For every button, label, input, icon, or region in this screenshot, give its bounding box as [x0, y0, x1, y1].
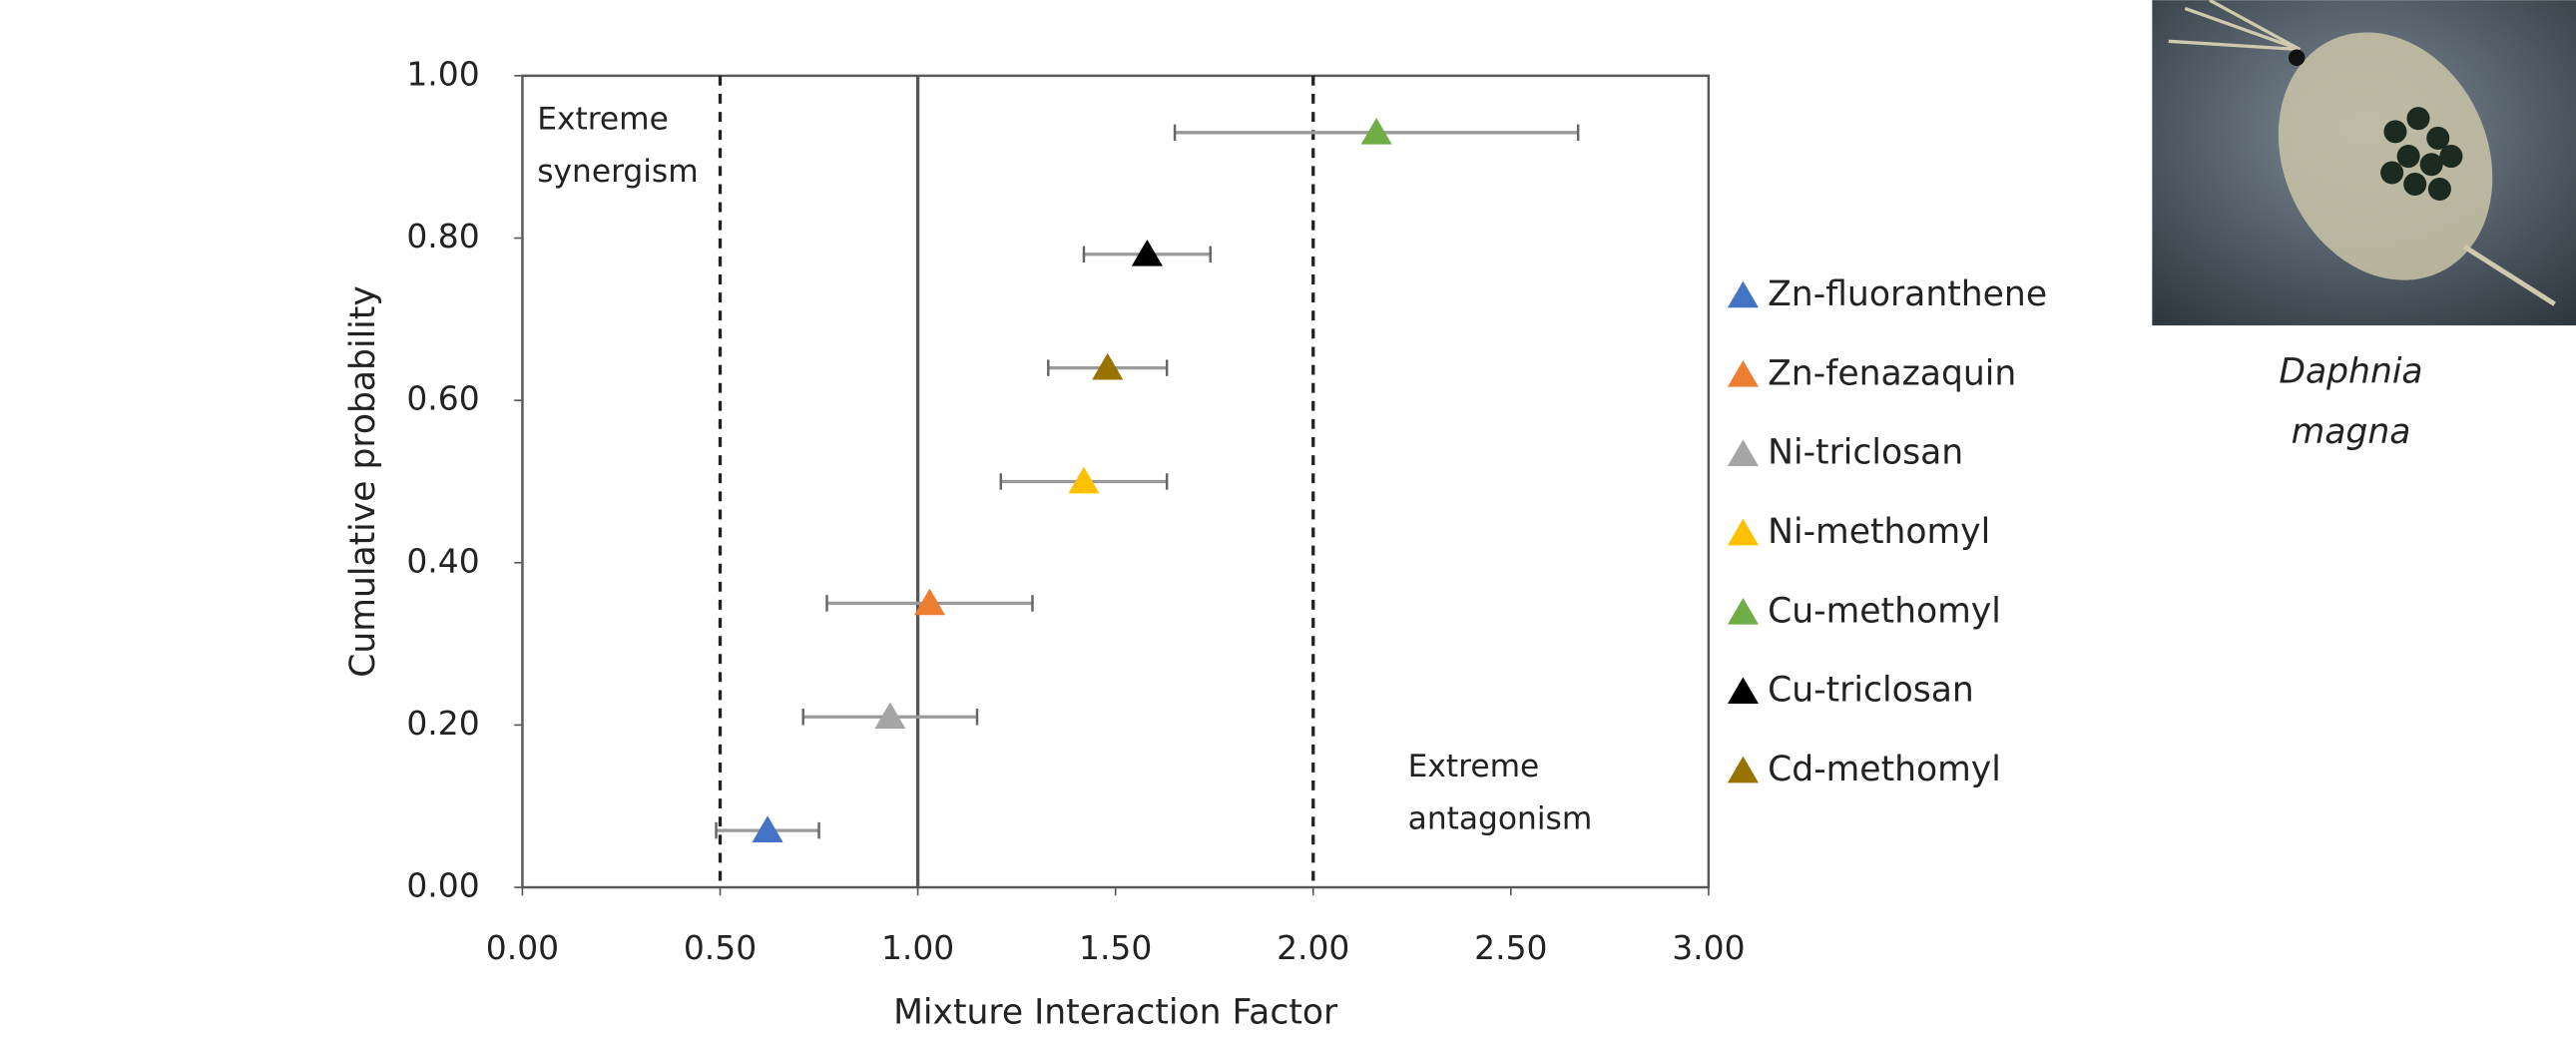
y-axis-title: Cumulative probability	[343, 285, 383, 677]
x-tick-label: 1.00	[881, 928, 954, 967]
legend-label: Ni-methomyl	[1768, 512, 1990, 552]
point	[1092, 352, 1124, 380]
x-tick-label: 0.50	[684, 928, 757, 967]
legend-label: Zn-fluoranthene	[1768, 274, 2047, 314]
legend-marker	[1727, 598, 1760, 625]
point	[1131, 239, 1163, 266]
annotation: Extreme	[537, 101, 669, 137]
legend-label: Cu-methomyl	[1768, 591, 2001, 631]
x-tick-label: 3.00	[1672, 928, 1745, 967]
x-tick-label: 1.50	[1079, 928, 1152, 967]
point	[1068, 466, 1100, 494]
legend-marker	[1727, 439, 1760, 466]
daphnia-photo	[2152, 0, 2576, 326]
annotation: antagonism	[1408, 801, 1593, 837]
x-tick-label: 0.00	[486, 928, 559, 967]
x-tick-label: 2.00	[1277, 928, 1349, 967]
y-tick-label: 0.60	[406, 379, 479, 418]
annotation: Extreme	[1408, 749, 1540, 784]
y-tick-label: 0.40	[406, 541, 479, 580]
point	[913, 588, 946, 616]
legend-label: Cu-triclosan	[1768, 671, 1974, 711]
y-tick-label: 0.20	[406, 704, 479, 743]
x-axis-title: Mixture Interaction Factor	[893, 992, 1338, 1032]
legend-label: Cd-methomyl	[1768, 750, 2001, 789]
point	[1360, 117, 1392, 145]
image-caption: Daphnia	[2279, 351, 2422, 391]
legend-marker	[1727, 280, 1760, 308]
image-caption: magna	[2292, 412, 2411, 452]
y-tick-label: 1.00	[406, 54, 479, 93]
legend-marker	[1727, 359, 1760, 387]
annotation: synergism	[537, 154, 698, 190]
point	[752, 815, 783, 842]
legend-marker	[1727, 756, 1760, 783]
legend-marker	[1727, 677, 1760, 705]
y-tick-label: 0.00	[406, 866, 479, 905]
point	[874, 702, 906, 730]
y-tick-label: 0.80	[406, 217, 479, 256]
legend-label: Ni-triclosan	[1768, 433, 1963, 473]
legend-label: Zn-fenazaquin	[1768, 353, 2016, 393]
legend-marker	[1727, 518, 1760, 546]
x-tick-label: 2.50	[1474, 928, 1547, 967]
